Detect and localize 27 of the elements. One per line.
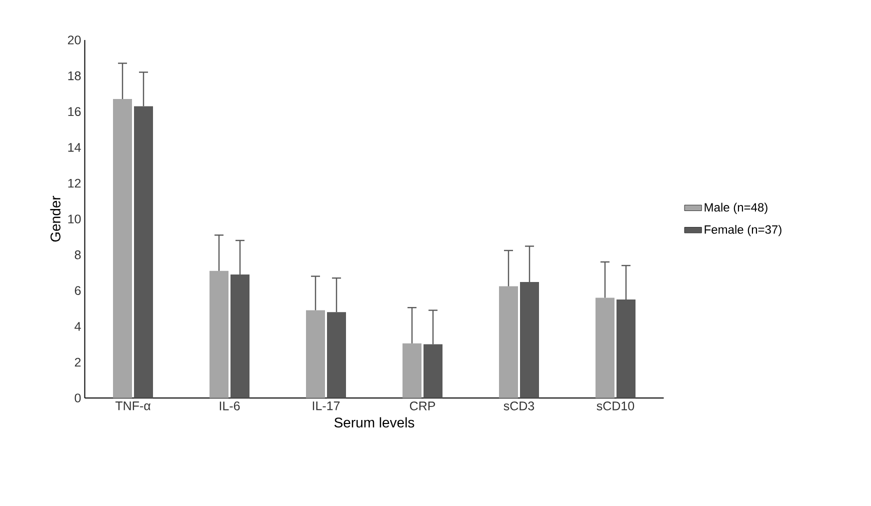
bar (306, 310, 326, 398)
x-tick-label: sCD10 (596, 402, 634, 410)
x-tick-label: CRP (410, 402, 436, 410)
x-tick-label: IL-17 (312, 402, 340, 410)
y-tick-label: 12 (68, 178, 81, 188)
bar (113, 99, 132, 398)
y-tick-label: 16 (68, 107, 81, 116)
y-tick-label: 14 (68, 143, 81, 152)
legend-label: Male (n=48) (704, 202, 768, 214)
x-tick-label: sCD3 (504, 402, 534, 410)
y-tick-label: 0 (74, 394, 81, 402)
x-tick-label: IL-6 (220, 402, 240, 410)
bar (596, 298, 614, 398)
x-tick-label: TNF-α (115, 402, 150, 410)
y-tick-label: 4 (74, 322, 81, 331)
bar (402, 343, 422, 398)
x-axis-title: Serum levels (334, 417, 414, 428)
y-tick-label: 20 (68, 36, 81, 44)
y-tick-label: 6 (74, 286, 81, 296)
y-tick-label: 2 (74, 358, 81, 367)
bar (210, 270, 229, 398)
y-tick-label: 10 (68, 214, 81, 224)
legend-label: Female (n=37) (704, 224, 782, 236)
bar (499, 286, 518, 398)
y-axis-title: Gender (50, 196, 60, 242)
y-tick-label: 8 (74, 250, 81, 260)
y-tick-label: 18 (68, 71, 81, 80)
